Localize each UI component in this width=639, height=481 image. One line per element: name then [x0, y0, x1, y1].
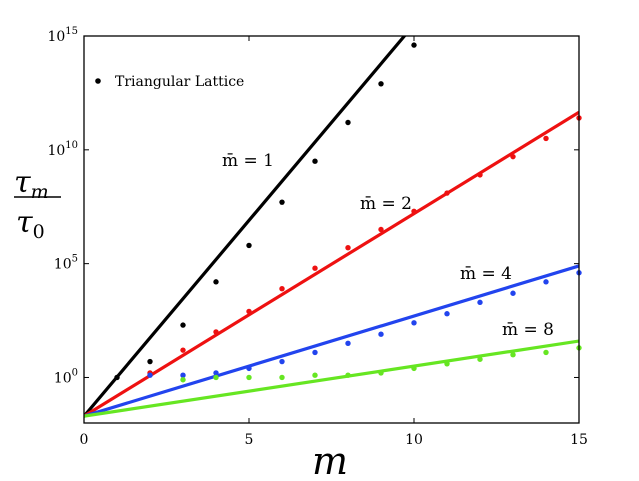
data-point: [345, 119, 351, 126]
line-annotations: m̄ = 1 m̄ = 2 m̄ = 4 m̄ = 8: [222, 151, 554, 340]
data-points: [114, 42, 582, 383]
fit-line-1: [84, 36, 407, 418]
data-point: [312, 372, 318, 378]
y-tick-label: 1010: [47, 140, 78, 159]
data-point: [312, 265, 318, 271]
data-point: [180, 377, 186, 383]
data-point: [213, 279, 219, 285]
data-point: [543, 135, 549, 142]
data-point: [345, 340, 351, 347]
line-annotation: m̄ = 8: [502, 320, 554, 340]
y-label-num: τ: [14, 165, 31, 200]
data-point: [477, 299, 483, 306]
data-point: [279, 199, 285, 205]
data-point: [213, 374, 219, 381]
data-point: [246, 374, 252, 381]
data-point: [279, 374, 285, 381]
x-tick-label: 15: [570, 432, 588, 448]
fit-line-2: [84, 110, 579, 418]
data-point: [246, 308, 252, 315]
y-label-num-sub: m: [31, 181, 49, 203]
data-point: [279, 285, 285, 292]
data-point: [312, 158, 318, 164]
data-point: [378, 331, 384, 337]
y-tick-label: 105: [54, 254, 78, 273]
data-point: [411, 320, 417, 326]
y-axis-label: τm τ0: [14, 165, 61, 243]
data-point: [345, 245, 351, 251]
y-label-den-sub: 0: [33, 221, 45, 243]
data-point: [444, 311, 450, 317]
data-point: [510, 290, 516, 296]
data-point: [411, 365, 417, 372]
data-point: [345, 372, 351, 378]
x-tick-label: 5: [245, 432, 254, 448]
line-annotation: m̄ = 1: [222, 151, 274, 171]
svg-text:τ0: τ0: [16, 205, 45, 243]
y-tick-label: 1015: [47, 26, 78, 45]
data-point: [147, 372, 153, 378]
data-point: [213, 370, 219, 376]
legend-label: Triangular Lattice: [115, 74, 244, 90]
plot-frame: [83, 35, 580, 424]
x-tick-label: 10: [405, 432, 423, 448]
data-point: [147, 358, 153, 365]
data-point: [378, 370, 384, 376]
data-point: [477, 356, 483, 362]
data-point: [444, 361, 450, 367]
data-point: [180, 322, 186, 328]
data-point: [378, 226, 384, 233]
line-annotation: m̄ = 2: [360, 194, 412, 214]
fit-lines: [84, 36, 579, 418]
data-point: [279, 358, 285, 365]
y-label-den: τ: [16, 205, 33, 240]
line-annotation: m̄ = 4: [460, 264, 512, 284]
data-point: [312, 349, 318, 356]
x-axis-label: m: [312, 439, 348, 481]
data-point: [543, 279, 549, 285]
data-point: [444, 190, 450, 196]
x-tick-label: 0: [80, 432, 89, 448]
data-point: [411, 208, 417, 214]
data-point: [213, 329, 219, 335]
data-point: [246, 242, 252, 249]
data-point: [246, 365, 252, 372]
legend-marker: [95, 78, 101, 84]
data-point: [477, 172, 483, 178]
fit-line-3: [84, 264, 579, 418]
data-point: [180, 347, 186, 353]
fit-line-4: [84, 339, 579, 418]
y-tick-label: 100: [54, 367, 78, 386]
data-point: [378, 81, 384, 87]
data-point: [411, 42, 417, 48]
data-point: [114, 374, 120, 381]
data-point: [543, 349, 549, 356]
data-point: [510, 352, 516, 358]
data-point: [180, 372, 186, 378]
data-point: [510, 153, 516, 160]
